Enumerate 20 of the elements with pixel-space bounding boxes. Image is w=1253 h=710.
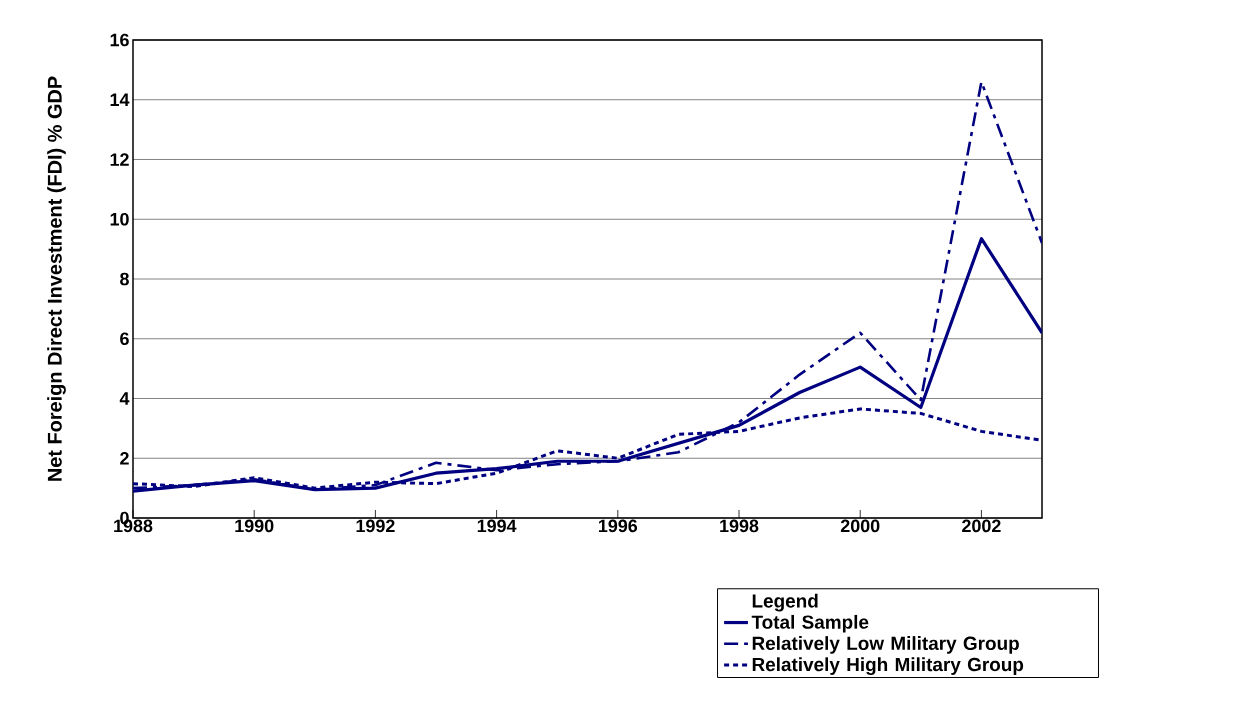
x-tick-label: 1992	[356, 519, 395, 533]
x-tick-label: 1998	[720, 519, 759, 533]
y-tick-label: 12	[110, 153, 129, 166]
y-tick-label: 8	[120, 272, 129, 286]
legend-label: Relatively High Military Group	[752, 657, 1024, 676]
legend-title: Legend	[752, 593, 818, 612]
y-tick-label: 4	[119, 392, 130, 405]
x-tick-label: 2002	[962, 519, 1001, 533]
y-tick-label: 2	[120, 451, 129, 465]
y-tick-label: 16	[110, 33, 129, 47]
x-tick-label: 2000	[840, 519, 880, 533]
x-tick-label: 1990	[235, 519, 274, 533]
y-tick-label: 6	[120, 332, 129, 346]
legend-label: Total Sample	[751, 614, 869, 633]
x-tick-label: 1996	[598, 519, 638, 533]
y-tick-label: 14	[110, 93, 130, 106]
x-tick-label: 1994	[477, 519, 517, 533]
legend-label: Relatively Low Military Group	[752, 636, 1019, 654]
y-tick-label: 10	[110, 212, 129, 226]
y-axis-title: Net Foreign Direct Investment (FDI) % GDP	[47, 76, 66, 481]
